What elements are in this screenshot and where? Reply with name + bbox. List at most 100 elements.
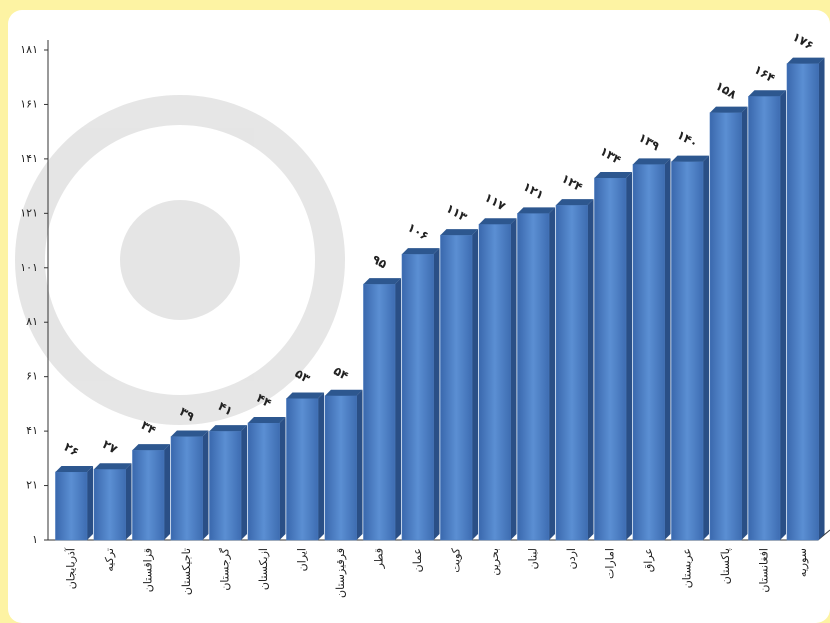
x-tick-label: عمان (411, 548, 424, 572)
bar-top (786, 57, 825, 64)
bar (517, 213, 550, 541)
x-tick-label: سوریه (796, 548, 809, 577)
x-tick-label: اردن (565, 548, 578, 569)
bar (55, 471, 88, 541)
bar (247, 422, 280, 541)
y-tick-label: ۱ (32, 533, 38, 546)
bar-top (247, 416, 286, 423)
bar-top (55, 465, 94, 472)
bar-side (741, 106, 748, 540)
bar-top (93, 463, 132, 470)
bar-top (440, 229, 479, 236)
bar (632, 164, 665, 541)
bar-side (356, 389, 363, 540)
x-tick-label: کویت (449, 547, 462, 573)
bar-side (818, 57, 825, 540)
value-label: ۲۷ (100, 437, 120, 457)
bar-top (517, 207, 556, 214)
y-tick-label: ۱۰۱ (20, 261, 38, 274)
x-tick-label: بحرین (488, 548, 501, 576)
value-label: ۵۴ (331, 364, 351, 383)
bar (748, 96, 781, 541)
y-tick-label: ۴۱ (26, 424, 38, 437)
bar-top (555, 199, 594, 206)
bar-side (780, 90, 787, 541)
bar-side (202, 430, 209, 540)
bar-top (286, 392, 325, 399)
bar-side (472, 229, 479, 540)
watermark (15, 95, 345, 425)
x-tick-label: پاکستان (719, 548, 732, 584)
bar (363, 283, 396, 541)
bar-top (170, 430, 209, 437)
bar-side (395, 278, 402, 540)
bar-side (125, 463, 132, 540)
bar-side (664, 158, 671, 541)
x-tick-label: قرقیزستان (334, 548, 347, 598)
bar-side (241, 425, 248, 540)
y-tick-label: ۸۱ (26, 315, 38, 328)
x-tick-label: لبنان (526, 548, 539, 569)
value-label: ۵۳ (293, 366, 313, 386)
x-tick-label: عربستان (680, 548, 693, 588)
x-tick-label: ایران (295, 548, 308, 571)
bar-top (671, 155, 710, 162)
bar (478, 223, 511, 541)
y-tick-label: ۱۶۱ (20, 97, 38, 110)
bar-top (478, 218, 517, 225)
bar-top (709, 106, 748, 113)
bar (555, 204, 588, 541)
bar-side (279, 416, 286, 540)
y-tick-label: ۲۱ (26, 479, 38, 492)
bar (170, 436, 203, 541)
y-tick-label: ۶۱ (26, 370, 38, 383)
bar (671, 161, 704, 541)
x-tick-label: امارات (603, 548, 616, 579)
x-tick-label: ترکیه (103, 548, 116, 572)
bar-side (87, 465, 94, 540)
x-tick-label: آذربایجان (63, 547, 77, 589)
bar-top (748, 90, 787, 97)
value-label: ۳۹ (177, 404, 197, 424)
bar-side (549, 207, 556, 541)
bar-side (587, 199, 594, 540)
bar-top (594, 171, 633, 178)
bar-top (363, 278, 402, 285)
bar-side (703, 155, 710, 540)
x-tick-label: گرجستان (218, 547, 231, 590)
bar-top (632, 158, 671, 165)
bar (286, 398, 319, 541)
bar-top (132, 444, 171, 451)
y-tick-label: ۱۴۱ (20, 152, 38, 165)
bar (786, 63, 819, 541)
y-tick-label: ۱۸۱ (20, 43, 38, 56)
y-tick-label: ۱۲۱ (20, 206, 38, 219)
x-tick-label: قزاقستان (141, 548, 154, 592)
bar (132, 449, 165, 541)
bar-side (510, 218, 517, 540)
bar-side (164, 444, 171, 540)
bar-top (324, 389, 363, 396)
bar (324, 395, 357, 541)
x-tick-label: قطر (372, 548, 385, 569)
bar-side (433, 248, 440, 540)
bar-side (318, 392, 325, 540)
bar (209, 430, 242, 541)
value-label: ۲۶ (62, 440, 82, 459)
bar (401, 253, 434, 541)
bar (440, 234, 473, 541)
value-label: ۴۴ (254, 391, 274, 410)
bar (594, 177, 627, 541)
bar (709, 112, 742, 541)
value-label: ۹۵ (370, 252, 390, 271)
x-tick-label: تاجیکستان (180, 548, 193, 595)
value-label: ۴۱ (216, 399, 236, 418)
bar-top (209, 425, 248, 432)
bar (93, 468, 126, 541)
x-tick-label: عراق (642, 548, 655, 572)
value-label: ۳۴ (139, 418, 159, 437)
x-tick-label: افغانستان (757, 548, 770, 593)
x-tick-label: ازبکستان (257, 548, 270, 590)
bar-top (401, 248, 440, 255)
